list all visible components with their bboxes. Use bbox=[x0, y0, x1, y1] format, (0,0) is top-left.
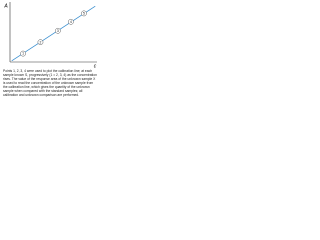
point bbox=[37, 39, 44, 46]
point bbox=[68, 18, 74, 25]
point bbox=[55, 27, 61, 34]
point bbox=[20, 50, 26, 57]
point-label: 3 bbox=[57, 29, 59, 33]
fit-line bbox=[11, 5, 96, 62]
chart: A c 1 2 3 4 5 bbox=[3, 2, 97, 68]
caption: Points 1, 2, 3, 4 were used to plot the … bbox=[3, 69, 97, 97]
point-label: 2 bbox=[40, 40, 42, 44]
point-label: 4 bbox=[70, 20, 72, 24]
point-label: 5 bbox=[83, 11, 85, 15]
x-axis-label: c bbox=[94, 63, 97, 68]
point bbox=[81, 10, 87, 17]
page: {"chart_data": {"type": "scatter", "x_la… bbox=[0, 0, 100, 102]
y-axis-label: A bbox=[3, 3, 8, 9]
point-label: 1 bbox=[22, 52, 24, 56]
